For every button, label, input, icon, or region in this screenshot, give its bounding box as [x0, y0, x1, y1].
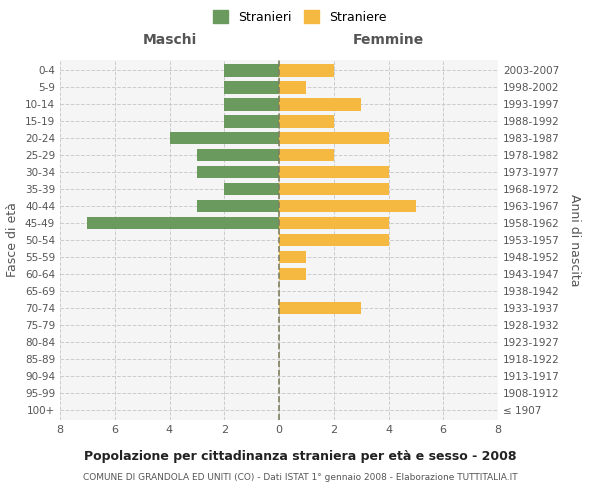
Bar: [197, 200, 279, 212]
Bar: [279, 182, 389, 196]
Text: Maschi: Maschi: [142, 34, 197, 48]
Bar: [279, 200, 416, 212]
Bar: [197, 166, 279, 178]
Bar: [279, 302, 361, 314]
Bar: [88, 216, 279, 230]
Y-axis label: Anni di nascita: Anni di nascita: [568, 194, 581, 286]
Bar: [224, 81, 279, 94]
Bar: [279, 81, 307, 94]
Bar: [279, 132, 389, 144]
Bar: [279, 268, 307, 280]
Bar: [224, 182, 279, 196]
Text: Femmine: Femmine: [353, 34, 424, 48]
Bar: [224, 98, 279, 110]
Bar: [170, 132, 279, 144]
Bar: [279, 216, 389, 230]
Bar: [279, 98, 361, 110]
Bar: [279, 250, 307, 264]
Text: Popolazione per cittadinanza straniera per età e sesso - 2008: Popolazione per cittadinanza straniera p…: [84, 450, 516, 463]
Bar: [224, 115, 279, 128]
Bar: [197, 148, 279, 162]
Text: COMUNE DI GRANDOLA ED UNITI (CO) - Dati ISTAT 1° gennaio 2008 - Elaborazione TUT: COMUNE DI GRANDOLA ED UNITI (CO) - Dati …: [83, 472, 517, 482]
Legend: Stranieri, Straniere: Stranieri, Straniere: [208, 5, 392, 28]
Bar: [279, 234, 389, 246]
Bar: [279, 115, 334, 128]
Bar: [224, 64, 279, 76]
Bar: [279, 166, 389, 178]
Bar: [279, 148, 334, 162]
Y-axis label: Fasce di età: Fasce di età: [7, 202, 19, 278]
Bar: [279, 64, 334, 76]
